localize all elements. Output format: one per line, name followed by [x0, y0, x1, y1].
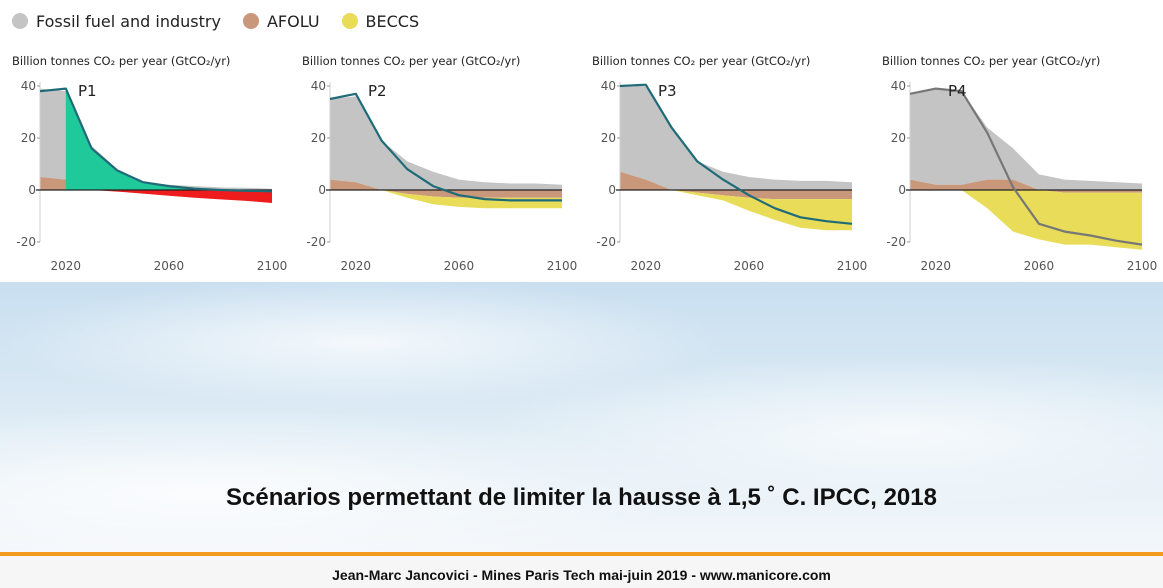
panel-axis-label: Billion tonnes CO₂ per year (GtCO₂/yr): [302, 54, 521, 68]
net-emissions-line: [39, 87, 273, 193]
x-tick-label: 2060: [734, 259, 765, 273]
area-afolu-positive: [910, 179, 1142, 190]
chart-svg-p1: 40 20 0 -20 2020 2060 2100 P1: [16, 79, 288, 273]
x-tick-label: 2020: [921, 259, 952, 273]
x-tick-label: 2020: [51, 259, 82, 273]
y-tick-label: 20: [311, 131, 326, 145]
y-tick-label: 20: [601, 131, 616, 145]
legend-item-afolu: AFOLU: [242, 11, 320, 31]
x-tick-label: 2100: [547, 259, 578, 273]
x-tick-label: 2020: [341, 259, 372, 273]
legend-label-fossil: Fossil fuel and industry: [36, 11, 221, 31]
chart-area: Fossil fuel and industry AFOLU BECCS Bil…: [0, 0, 1163, 282]
area-afolu-positive: [40, 177, 272, 190]
panel-axis-label: Billion tonnes CO₂ per year (GtCO₂/yr): [882, 54, 1101, 68]
area-beccs: [910, 190, 1142, 250]
chart-panel-p3: Billion tonnes CO₂ per year (GtCO₂/yr) 4…: [590, 50, 870, 280]
y-tick-label: 40: [601, 79, 616, 93]
net-emissions-line: [329, 92, 562, 202]
area-afolu-positive: [330, 179, 562, 190]
y-tick-label: 0: [608, 183, 616, 197]
area-p1-net-negative: [40, 190, 272, 203]
area-p1-net-positive: [65, 88, 272, 192]
y-tick-label: -20: [886, 235, 906, 249]
area-fossil: [910, 88, 1142, 190]
area-afolu-negative: [620, 190, 852, 200]
area-fossil: [620, 86, 852, 190]
chart-svg-p4: 40 20 0 -20 2020 2060 2100 P4: [886, 79, 1158, 273]
area-beccs: [330, 190, 562, 209]
y-tick-label: 40: [311, 79, 326, 93]
net-emissions-line: [909, 87, 1143, 246]
y-tick-label: 20: [21, 131, 36, 145]
y-tick-label: 40: [891, 79, 906, 93]
footer-divider: [0, 552, 1163, 556]
area-fossil: [330, 96, 562, 190]
y-tick-label: -20: [16, 235, 36, 249]
area-beccs: [620, 190, 852, 231]
area-afolu-negative: [910, 190, 1142, 193]
sky-background: [0, 282, 1163, 552]
x-tick-label: 2020: [631, 259, 662, 273]
legend-item-fossil: Fossil fuel and industry: [12, 12, 221, 31]
area-afolu-negative: [330, 190, 562, 198]
chart-svg-p2: 40 20 0 -20 2020 2060 2100 P2: [306, 79, 578, 273]
footer-bar: Jean-Marc Jancovici - Mines Paris Tech m…: [0, 556, 1163, 588]
panel-title: P4: [948, 82, 967, 100]
net-emissions-line: [619, 83, 853, 225]
y-tick-label: 0: [28, 183, 36, 197]
x-tick-label: 2060: [1024, 259, 1055, 273]
y-tick-label: 20: [891, 131, 906, 145]
slide-caption: Scénarios permettant de limiter la hauss…: [226, 484, 937, 511]
legend-swatch-afolu: [242, 13, 259, 29]
x-tick-label: 2100: [257, 259, 288, 273]
panel-axis-label: Billion tonnes CO₂ per year (GtCO₂/yr): [12, 54, 231, 68]
x-tick-label: 2060: [154, 259, 185, 273]
panel-title: P1: [78, 82, 97, 100]
legend-label-afolu: AFOLU: [266, 11, 320, 31]
chart-panel-p2: Billion tonnes CO₂ per year (GtCO₂/yr) 4…: [300, 50, 580, 280]
x-tick-label: 2060: [444, 259, 475, 273]
x-tick-label: 2100: [837, 259, 868, 273]
panel-axis-label: Billion tonnes CO₂ per year (GtCO₂/yr): [592, 54, 811, 68]
y-tick-label: 40: [21, 79, 36, 93]
footer-text: Jean-Marc Jancovici - Mines Paris Tech m…: [332, 567, 831, 583]
panel-title: P2: [368, 82, 387, 100]
legend-item-beccs: BECCS: [341, 11, 420, 31]
x-tick-label: 2100: [1127, 259, 1158, 273]
chart-panel-p4: Billion tonnes CO₂ per year (GtCO₂/yr) 4…: [880, 50, 1160, 280]
legend-swatch-beccs: [341, 13, 358, 29]
chart-svg-p3: 40 20 0 -20 2020 2060 2100 P3: [596, 79, 868, 273]
y-tick-label: 0: [318, 183, 326, 197]
legend-swatch-fossil: [12, 13, 28, 29]
y-tick-label: -20: [596, 235, 616, 249]
chart-panel-p1: Billion tonnes CO₂ per year (GtCO₂/yr) 4…: [10, 50, 290, 280]
legend-label-beccs: BECCS: [365, 11, 420, 31]
legend: Fossil fuel and industry AFOLU BECCS: [12, 8, 419, 34]
panel-title: P3: [658, 82, 677, 100]
y-tick-label: -20: [306, 235, 326, 249]
y-tick-label: 0: [898, 183, 906, 197]
area-afolu-positive: [620, 171, 852, 190]
